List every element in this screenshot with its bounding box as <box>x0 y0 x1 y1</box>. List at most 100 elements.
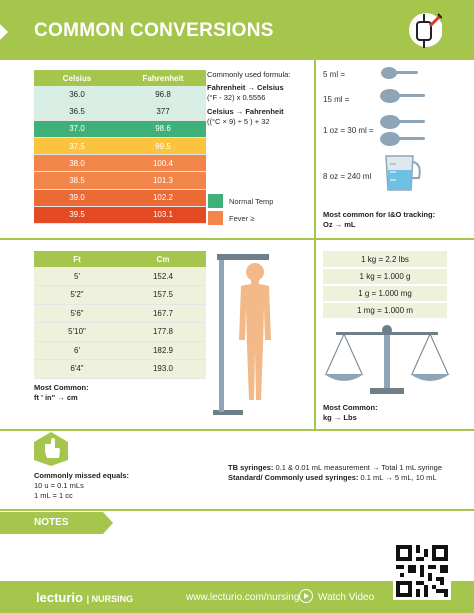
weight-conversion-cell: 1 mg = 1.000 m <box>323 302 447 320</box>
divider-horizontal-2 <box>0 429 474 431</box>
measuring-cup-icon <box>385 155 421 191</box>
height-row: 5'2" 157.5 <box>34 285 206 305</box>
fahrenheit-cell: 103.1 <box>120 206 206 225</box>
feet-cell: 5'6" <box>34 304 120 323</box>
temperature-header-row: Celsius Fahrenheit <box>34 70 206 86</box>
divider-horizontal-3 <box>0 509 474 511</box>
fahrenheit-cell: 99.5 <box>120 137 206 156</box>
iv-bag-syringe-icon <box>409 13 442 48</box>
feet-cell: 6' <box>34 341 120 360</box>
feet-cell: 6'4" <box>34 359 120 379</box>
celsius-cell: 39.0 <box>34 189 120 207</box>
celsius-cell: 38.5 <box>34 171 120 190</box>
page-title: COMMON CONVERSIONS <box>34 20 274 41</box>
celsius-cell: 36.0 <box>34 86 120 104</box>
weight-conversion-cell: 1 kg = 2.2 lbs <box>323 251 447 269</box>
fahrenheit-cell: 98.6 <box>120 120 206 139</box>
height-row: 5' 152.4 <box>34 267 206 286</box>
missed-equals: Commonly missed equals: 10 u = 0.1 mLs 1… <box>34 471 130 500</box>
temperature-row: 36.5 377 <box>34 103 206 121</box>
formula-f-to-c: (°F - 32) x 0.5556 <box>207 93 266 102</box>
weight-row: 1 mg = 1.000 m <box>323 302 447 320</box>
height-table: Ft Cm 5' 152.4 5'2" 157.5 5'6" 167.7 5'10" 177.… <box>34 251 206 379</box>
pointing-hand-icon <box>34 432 68 466</box>
temperature-row: 36.0 96.8 <box>34 86 206 104</box>
divider-vertical-middle <box>314 238 316 431</box>
temperature-row: 39.5 103.1 <box>34 206 206 225</box>
celsius-cell: 37.5 <box>34 137 120 156</box>
feet-cell: 5' <box>34 267 120 286</box>
temperature-row: 38.0 100.4 <box>34 154 206 173</box>
header-marker <box>0 24 8 40</box>
legend-label-normal: Normal Temp <box>229 197 274 206</box>
celsius-cell: 39.5 <box>34 206 120 225</box>
volume-label-1oz: 1 oz = 30 ml = <box>323 126 374 135</box>
volume-label-8oz: 8 oz = 240 ml <box>323 172 372 181</box>
weight-conversion-cell: 1 g = 1.000 mg <box>323 285 447 303</box>
balance-scale-icon <box>324 325 450 394</box>
legend-label-fever: Fever ≥ <box>229 214 255 223</box>
watch-video-link[interactable]: Watch Video <box>318 592 375 603</box>
temperature-row: 39.0 102.2 <box>34 189 206 207</box>
height-header-row: Ft Cm <box>34 251 206 267</box>
feet-cell: 5'10" <box>34 322 120 342</box>
notes-bar-arrow <box>103 512 113 534</box>
feet-cell: 5'2" <box>34 285 120 305</box>
centimeter-cell: 182.9 <box>120 341 206 360</box>
legend-swatch-normal <box>208 194 223 208</box>
play-icon[interactable] <box>299 589 313 603</box>
divider-vertical-top <box>314 60 316 240</box>
fahrenheit-cell: 100.4 <box>120 154 206 173</box>
formula-c-to-f: ((°C × 9) ÷ 5 ) + 32 <box>207 117 270 126</box>
legend-swatch-fever <box>208 211 223 225</box>
height-measure-figure-icon <box>213 254 271 415</box>
syringe-notes: TB syringes: 0.1 & 0.01 mL measurement →… <box>228 463 442 482</box>
footer-url-link[interactable]: www.lecturio.com/nursing <box>186 592 300 603</box>
formula-f-to-c-title: Fahrenheit → Celsius <box>207 83 284 92</box>
temperature-row: 38.5 101.3 <box>34 171 206 190</box>
qr-code[interactable] <box>393 542 451 600</box>
weight-conversion-cell: 1 kg = 1.000 g <box>323 268 447 286</box>
two-tablespoons-icon <box>380 115 425 146</box>
column-header-ft: Ft <box>34 251 120 267</box>
volume-label-5ml: 5 ml = <box>323 70 346 79</box>
fahrenheit-cell: 377 <box>120 103 206 121</box>
teaspoon-icon <box>381 67 418 79</box>
height-note: Most Common: ft ' in" → cm <box>34 383 89 402</box>
notes-bar: NOTES <box>0 512 103 534</box>
volume-label-15ml: 15 ml = <box>323 95 350 104</box>
fahrenheit-cell: 96.8 <box>120 86 206 104</box>
formula-heading: Commonly used formula: <box>207 70 291 79</box>
celsius-cell: 36.5 <box>34 103 120 121</box>
centimeter-cell: 167.7 <box>120 304 206 323</box>
height-row: 6' 182.9 <box>34 341 206 360</box>
volume-note: Most common for I&O tracking: Oz → mL <box>323 210 436 229</box>
height-row: 5'6" 167.7 <box>34 304 206 323</box>
temperature-table: Celsius Fahrenheit 36.0 96.8 36.5 377 37.0 98… <box>34 70 206 225</box>
brand-logo[interactable]: lecturio | NURSING <box>36 590 134 605</box>
fahrenheit-cell: 102.2 <box>120 189 206 207</box>
qr-code-icon <box>396 545 448 597</box>
column-header-fahrenheit: Fahrenheit <box>120 70 206 86</box>
centimeter-cell: 152.4 <box>120 267 206 286</box>
fahrenheit-cell: 101.3 <box>120 171 206 190</box>
tablespoon-icon <box>380 89 425 103</box>
weight-note: Most Common: kg → Lbs <box>323 403 378 422</box>
weight-row: 1 g = 1.000 mg <box>323 285 447 303</box>
temperature-row: 37.0 98.6 <box>34 120 206 139</box>
height-row: 6'4" 193.0 <box>34 359 206 379</box>
column-header-cm: Cm <box>120 251 206 267</box>
celsius-cell: 38.0 <box>34 154 120 173</box>
temperature-row: 37.5 99.5 <box>34 137 206 156</box>
centimeter-cell: 157.5 <box>120 285 206 305</box>
page-header: COMMON CONVERSIONS <box>0 0 474 60</box>
centimeter-cell: 193.0 <box>120 359 206 379</box>
centimeter-cell: 177.8 <box>120 322 206 342</box>
formula-c-to-f-title: Celsius → Fahrenheit <box>207 107 284 116</box>
height-row: 5'10" 177.8 <box>34 322 206 342</box>
column-header-celsius: Celsius <box>34 70 120 86</box>
weight-row: 1 kg = 2.2 lbs <box>323 251 447 269</box>
divider-horizontal-1 <box>0 238 474 240</box>
notes-label: NOTES <box>34 517 69 528</box>
